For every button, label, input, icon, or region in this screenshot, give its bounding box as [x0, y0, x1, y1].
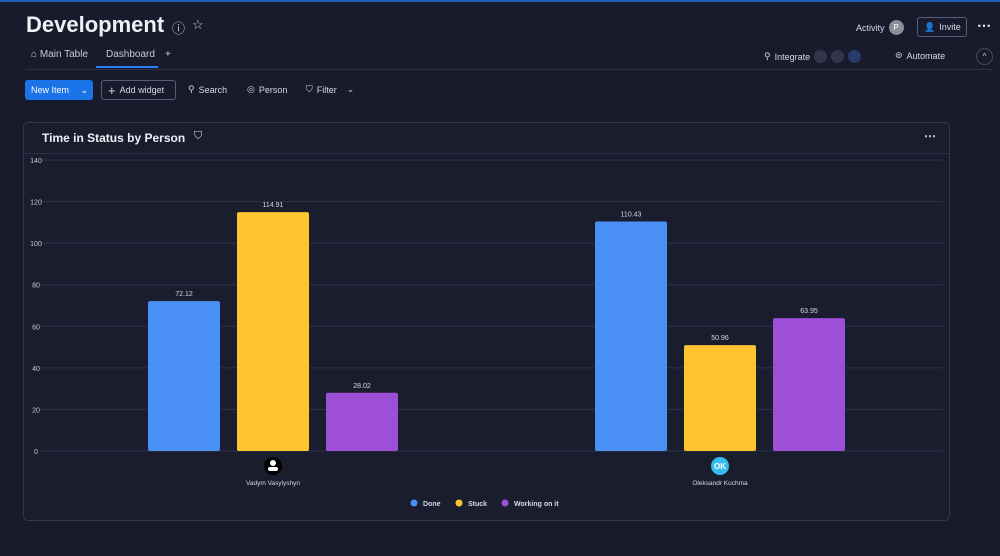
y-tick-label: 120 [30, 200, 42, 207]
invite-label: Invite [939, 22, 961, 32]
legend-swatch [410, 499, 418, 507]
legend-swatch [501, 499, 509, 507]
search-icon: ⚲ [188, 84, 195, 94]
y-tick-label: 60 [32, 324, 40, 331]
data-label: 72.12 [175, 291, 193, 298]
robot-icon: ⊜ [895, 50, 903, 60]
widget-menu-button[interactable]: ⋯ [924, 129, 936, 143]
activity-label: Activity [856, 22, 885, 33]
chevron-down-icon[interactable]: ⌄ [80, 84, 88, 95]
automate-button[interactable]: ⊜ Automate [895, 50, 945, 61]
integrate-button[interactable]: ⚲ Integrate [764, 50, 862, 63]
legend-label[interactable]: Stuck [468, 501, 487, 508]
star-icon[interactable]: ☆ [192, 17, 204, 32]
y-tick-label: 0 [34, 449, 38, 456]
data-label: 50.96 [711, 335, 729, 342]
active-tab-indicator [96, 66, 158, 68]
x-category-label: Oleksandr Kuchma [692, 480, 748, 487]
add-widget-label: Add widget [119, 85, 165, 95]
person-label: Person [258, 84, 288, 95]
bar-done[interactable] [595, 221, 667, 451]
search-button[interactable]: ⚲ Search [188, 84, 227, 95]
home-icon: ⌂ [31, 49, 40, 60]
x-category-label: Vadym Vasylyshyn [246, 480, 300, 487]
y-tick-label: 20 [32, 407, 40, 414]
filter-icon: ⛉ [306, 84, 313, 94]
new-item-label: New Item [31, 85, 70, 95]
tab-label: Main Table [39, 49, 89, 60]
chevron-down-icon[interactable]: ⌄ [346, 84, 355, 94]
y-tick-label: 140 [30, 158, 42, 165]
bar-stuck[interactable] [684, 345, 756, 451]
collapse-header-button[interactable]: ^ [976, 48, 993, 65]
person-icon [268, 467, 278, 471]
legend-label[interactable]: Done [423, 501, 441, 508]
filter-button[interactable]: ⛉ Filter ⌄ [306, 84, 354, 95]
data-label: 28.02 [353, 383, 371, 390]
slack-icon [814, 50, 828, 63]
more-menu-button[interactable]: ⋯ [977, 17, 991, 33]
tab-label: Dashboard [106, 49, 155, 60]
add-tab-button[interactable]: + [165, 49, 171, 60]
avatar-initials: OK [714, 462, 726, 471]
info-icon[interactable]: ⓘ [172, 21, 186, 36]
bar-done[interactable] [148, 301, 220, 451]
teams-icon [831, 50, 845, 63]
y-tick-label: 80 [32, 283, 40, 290]
board-title: Development [26, 12, 165, 37]
legend-label[interactable]: Working on it [514, 501, 559, 508]
divider [26, 69, 993, 70]
activity-button[interactable]: Activity P [856, 20, 904, 35]
automate-label: Automate [906, 50, 946, 61]
add-widget-button[interactable]: + Add widget [101, 80, 176, 100]
bar-stuck[interactable] [237, 212, 309, 451]
data-label: 114.91 [263, 202, 284, 209]
y-tick-label: 100 [30, 241, 42, 248]
divider [24, 153, 949, 154]
filter-icon[interactable]: ⛉ [194, 130, 203, 142]
bar-working-on-it[interactable] [326, 392, 398, 451]
invite-button[interactable]: 👤 Invite [917, 17, 967, 37]
integrate-label: Integrate [774, 51, 811, 62]
person-icon: ◎ [247, 84, 255, 94]
integrate-icon: ⚲ [764, 51, 771, 61]
data-label: 110.43 [621, 211, 642, 218]
tab-dashboard[interactable]: Dashboard [106, 49, 155, 60]
legend-swatch [455, 499, 463, 507]
new-item-button[interactable]: New Item ⌄ [25, 80, 93, 100]
invite-icon: 👤 [924, 21, 936, 32]
search-label: Search [198, 84, 228, 95]
person-filter-button[interactable]: ◎ Person [247, 84, 287, 95]
person-icon [270, 460, 276, 466]
data-label: 63.95 [800, 308, 818, 315]
widget-title: Time in Status by Person [42, 131, 186, 145]
y-tick-label: 40 [32, 366, 40, 373]
person-avatar[interactable] [711, 457, 729, 475]
avatar: P [888, 20, 904, 35]
plus-icon: + [108, 82, 116, 98]
tab-main-table[interactable]: ⌂ Main Table [31, 49, 88, 60]
bar-working-on-it[interactable] [773, 318, 845, 451]
filter-label: Filter [316, 84, 337, 95]
jira-icon [848, 50, 862, 63]
